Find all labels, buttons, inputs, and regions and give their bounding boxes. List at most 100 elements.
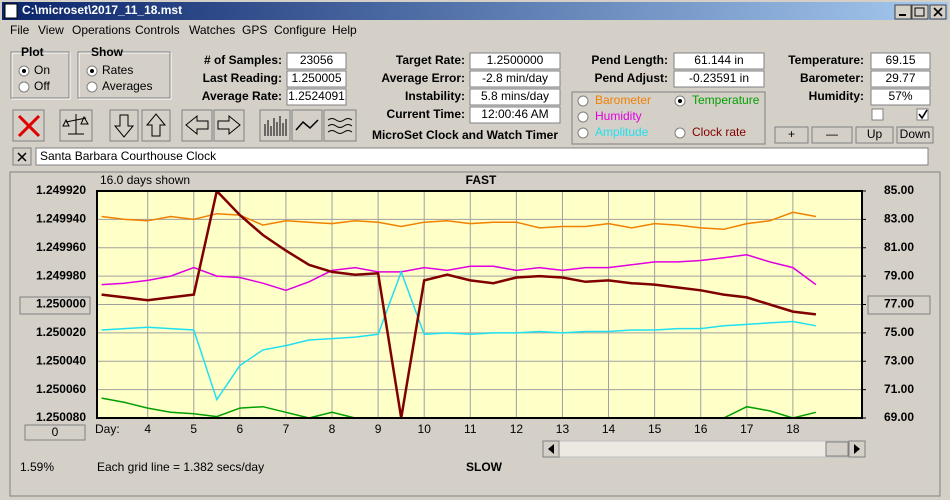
checkbox[interactable] xyxy=(916,108,929,121)
menu-item[interactable]: View xyxy=(38,23,64,37)
field-label: Last Reading: xyxy=(203,71,282,85)
series-line xyxy=(101,254,817,292)
radio-label: Averages xyxy=(102,79,152,93)
field-box xyxy=(469,52,561,70)
field-box xyxy=(870,88,931,106)
legend-label: Clock rate xyxy=(692,125,746,139)
y2-tick-label: 69.00 xyxy=(884,410,914,424)
center-scale-button[interactable] xyxy=(867,295,931,315)
field-box xyxy=(870,52,931,70)
button[interactable] xyxy=(811,126,853,144)
x-tick-label: 11 xyxy=(464,422,477,436)
legend-label: Amplitude xyxy=(595,125,649,139)
field-label: Humidity: xyxy=(809,89,864,103)
radio[interactable] xyxy=(18,81,30,93)
window-title: C:\microset\2017_11_18.mst xyxy=(22,3,182,17)
button-label: Down xyxy=(900,127,931,141)
field-value: 1.2500000 xyxy=(487,53,544,67)
button[interactable] xyxy=(855,126,894,144)
menu-item[interactable]: Help xyxy=(332,23,357,37)
legend-radio[interactable] xyxy=(674,127,686,139)
field-value: 1.250005 xyxy=(291,71,341,85)
offset-button[interactable] xyxy=(24,424,86,441)
radio-label: Off xyxy=(34,79,50,93)
y2-tick-label: 75.00 xyxy=(884,325,914,339)
y2-tick-label: 81.00 xyxy=(884,240,914,254)
legend-label: Barometer xyxy=(595,93,651,107)
field-label: Target Rate: xyxy=(396,53,465,67)
button[interactable] xyxy=(896,126,934,144)
field-value: -0.23591 in xyxy=(689,71,749,85)
checkbox[interactable] xyxy=(871,108,884,121)
y2-tick-label: 73.00 xyxy=(884,353,914,367)
x-tick-label: 5 xyxy=(190,422,197,436)
field-box xyxy=(469,88,561,106)
x-tick-label: 7 xyxy=(283,422,290,436)
legend-radio[interactable] xyxy=(577,111,589,123)
field-label: Instability: xyxy=(405,89,465,103)
y-tick-label: 1.250040 xyxy=(36,353,86,367)
window-controls[interactable] xyxy=(894,4,947,20)
radio[interactable] xyxy=(86,81,98,93)
title-bar xyxy=(2,2,948,20)
menu-item[interactable]: File xyxy=(10,23,30,37)
show-group-box xyxy=(78,52,172,100)
clock-name-box[interactable] xyxy=(35,147,929,166)
y-tick-label: 1.250080 xyxy=(36,410,86,424)
button-label: + xyxy=(788,127,795,141)
menu-item[interactable]: Controls xyxy=(135,23,180,37)
field-label: Average Error: xyxy=(381,71,465,85)
legend-radio[interactable] xyxy=(577,95,589,107)
field-label: Pend Adjust: xyxy=(594,71,668,85)
maximize[interactable] xyxy=(911,4,929,20)
y2-tick-label: 71.00 xyxy=(884,382,914,396)
radio-dot xyxy=(90,69,94,73)
x-tick-label: 18 xyxy=(786,422,800,436)
y-tick-label: 1.250060 xyxy=(36,382,86,396)
field-box xyxy=(286,88,347,106)
plot-border xyxy=(96,190,863,419)
field-value: 61.144 in xyxy=(694,53,743,67)
y2-tick-label: 83.00 xyxy=(884,212,914,226)
clock-name: Santa Barbara Courthouse Clock xyxy=(40,149,217,163)
toolbar xyxy=(12,109,357,142)
y-tick-label: 1.249940 xyxy=(36,212,86,226)
x-tick-label: 12 xyxy=(510,422,524,436)
y2-tick-label: 85.00 xyxy=(884,183,914,197)
menu-item[interactable]: GPS xyxy=(242,23,267,37)
x-tick-label: 16 xyxy=(694,422,708,436)
corner-label: 1.59% xyxy=(20,460,54,474)
legend-label: Temperature xyxy=(692,93,760,107)
x-tick-label: 10 xyxy=(418,422,432,436)
x-tick-label: 8 xyxy=(329,422,336,436)
group-title: Plot xyxy=(21,45,44,59)
field-label: Pend Length: xyxy=(591,53,668,67)
x-axis-label: Day: xyxy=(95,422,120,436)
field-label: Average Rate: xyxy=(202,89,282,103)
y2-tick-label: 77.00 xyxy=(884,297,914,311)
legend-radio[interactable] xyxy=(577,127,589,139)
menu-item[interactable]: Watches xyxy=(189,23,235,37)
menu-item[interactable]: Operations xyxy=(72,23,131,37)
button-label: Up xyxy=(867,127,883,141)
button[interactable] xyxy=(774,126,809,144)
field-box xyxy=(469,70,561,88)
y-tick-label: 1.249980 xyxy=(36,268,86,282)
series-line xyxy=(101,191,817,418)
scrollbar[interactable] xyxy=(542,440,866,458)
menu-item[interactable]: Configure xyxy=(274,23,326,37)
field-label: Temperature: xyxy=(788,53,864,67)
minimize[interactable] xyxy=(894,4,912,20)
button-label: — xyxy=(826,127,838,141)
center-rate-button[interactable] xyxy=(19,296,91,315)
show-group-box xyxy=(77,51,171,99)
field-box xyxy=(286,52,347,70)
x-tick-label: 17 xyxy=(740,422,754,436)
days-shown: 16.0 days shown xyxy=(100,173,190,187)
field-box xyxy=(673,52,765,70)
slow-label: SLOW xyxy=(466,460,503,474)
x-tick-label: 15 xyxy=(648,422,662,436)
radio-dot xyxy=(22,69,26,73)
x-tick-label: 6 xyxy=(237,422,244,436)
